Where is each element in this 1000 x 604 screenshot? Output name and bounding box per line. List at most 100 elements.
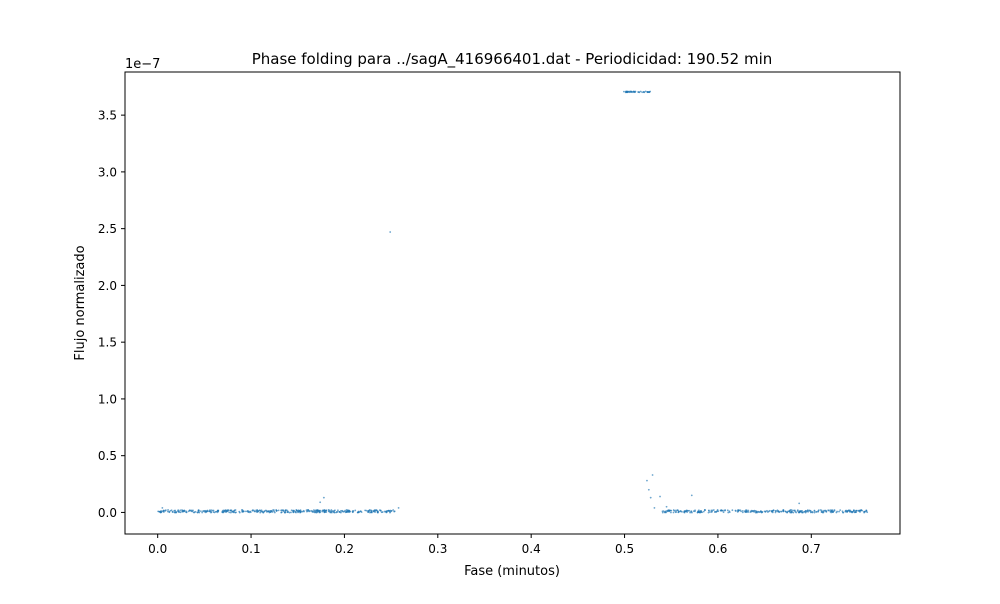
data-point <box>709 511 711 513</box>
data-point <box>690 510 693 513</box>
data-point <box>668 510 671 513</box>
data-point <box>757 511 760 513</box>
data-point <box>852 509 855 512</box>
data-point <box>633 90 636 93</box>
x-axis-ticks: 0.0 0.1 0.2 0.3 0.4 0.5 0.6 0.7 <box>148 534 821 556</box>
data-point <box>747 509 750 512</box>
data-point <box>638 91 641 94</box>
data-point <box>688 509 691 512</box>
data-point <box>201 511 204 514</box>
data-point-outlier <box>665 505 668 508</box>
data-point <box>238 510 241 513</box>
data-point <box>714 511 716 513</box>
data-point <box>858 509 860 512</box>
data-point <box>677 511 680 514</box>
data-point <box>181 510 184 513</box>
data-point-outlier <box>161 506 164 509</box>
data-point <box>370 509 373 512</box>
data-point <box>836 510 838 513</box>
data-point <box>192 511 195 514</box>
data-point <box>379 509 382 512</box>
data-point <box>213 511 216 514</box>
data-point <box>782 510 785 513</box>
data-point <box>807 510 810 513</box>
data-point <box>284 511 286 514</box>
data-point <box>275 509 278 512</box>
data-point <box>166 510 169 513</box>
data-point <box>648 91 651 94</box>
data-point <box>641 91 644 94</box>
x-tick-label: 0.0 <box>148 542 167 556</box>
data-point <box>774 511 777 514</box>
data-point <box>170 509 173 512</box>
data-point <box>215 510 217 513</box>
data-point <box>328 510 331 513</box>
data-point <box>790 510 793 513</box>
data-point <box>354 509 357 512</box>
data-point-outlier <box>647 488 650 491</box>
data-point <box>208 509 211 512</box>
data-point <box>644 90 647 93</box>
data-point <box>720 509 722 512</box>
data-point <box>741 511 744 514</box>
data-point <box>859 511 861 513</box>
data-point <box>749 511 752 514</box>
y-tick-label: 3.5 <box>98 109 117 123</box>
data-point <box>664 510 667 513</box>
y-axis-label: Flujo normalizado <box>73 245 88 360</box>
data-point <box>257 510 260 512</box>
data-point <box>211 509 214 512</box>
data-point <box>271 511 274 513</box>
data-point-outlier <box>649 496 652 499</box>
data-point <box>393 510 395 513</box>
data-point <box>346 510 349 513</box>
data-point <box>697 510 700 513</box>
data-point <box>672 511 675 514</box>
data-point <box>780 510 783 513</box>
data-point <box>242 510 244 513</box>
data-point <box>367 511 369 514</box>
data-point <box>685 509 688 512</box>
data-point <box>710 511 713 513</box>
y-tick-label: 2.5 <box>98 222 117 236</box>
data-point <box>305 510 308 513</box>
data-point <box>168 510 171 513</box>
data-point <box>268 510 270 512</box>
data-point <box>691 511 693 514</box>
data-point <box>731 509 734 512</box>
data-point <box>827 509 830 512</box>
data-point <box>347 509 350 512</box>
data-point <box>639 90 642 93</box>
data-point <box>374 511 377 513</box>
data-point <box>849 510 851 513</box>
data-point <box>290 511 292 514</box>
data-point <box>722 509 724 512</box>
data-point <box>774 509 777 512</box>
data-point <box>231 511 234 513</box>
data-point <box>392 509 395 511</box>
x-tick-label: 0.7 <box>802 542 821 556</box>
data-point <box>792 511 795 514</box>
data-point <box>833 509 836 511</box>
data-point <box>176 510 179 512</box>
data-point <box>813 510 816 512</box>
data-point <box>815 510 818 513</box>
data-point <box>265 510 268 513</box>
data-point <box>851 511 853 513</box>
data-point <box>321 509 324 512</box>
data-point-outlier <box>322 496 325 499</box>
data-point <box>745 509 748 512</box>
data-point <box>167 509 169 511</box>
data-point <box>235 511 237 514</box>
data-point <box>846 511 848 514</box>
data-point <box>808 509 811 512</box>
x-tick-label: 0.1 <box>242 542 261 556</box>
data-point <box>227 509 230 512</box>
data-point <box>360 511 363 514</box>
data-point <box>162 510 165 512</box>
data-point <box>784 510 787 513</box>
data-point <box>333 511 336 514</box>
